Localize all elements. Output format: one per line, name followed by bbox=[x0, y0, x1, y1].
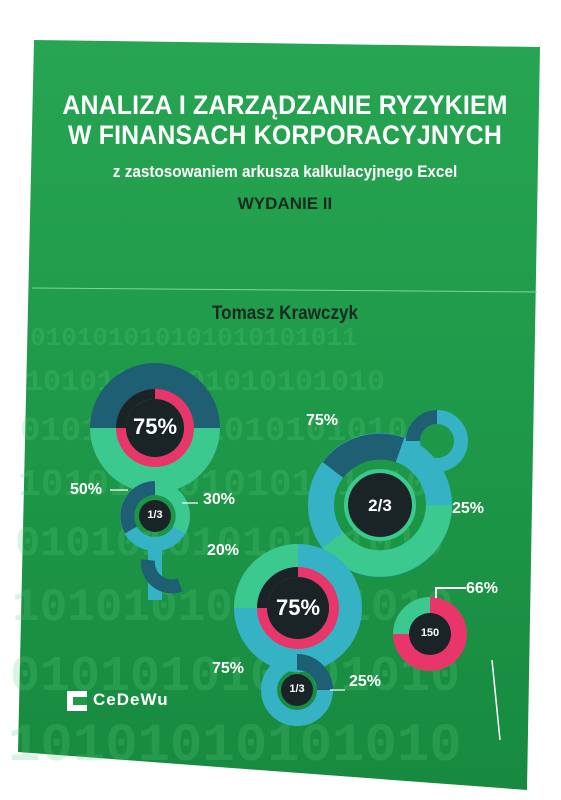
svg-text:010101010101010101011: 010101010101010101011 bbox=[30, 323, 358, 353]
publisher-name: CeDeWu bbox=[93, 690, 169, 709]
title-block: ANALIZA I ZARZĄDZANIE RYZYKIEM W FINANSA… bbox=[40, 90, 530, 214]
label-20-percent: 20% bbox=[207, 542, 240, 559]
publisher-logo: CeDeWu bbox=[65, 690, 169, 710]
donut-right bbox=[308, 410, 468, 577]
label-25-percent-right: 25% bbox=[452, 500, 485, 517]
svg-text:10101010101010: 10101010101010 bbox=[8, 716, 462, 777]
label-30-percent: 30% bbox=[203, 491, 236, 508]
book-title-line-1: ANALIZA I ZARZĄDZANIE RYZYKIEM bbox=[62, 90, 508, 120]
donut-small-bottom-center-label: 1/3 bbox=[289, 683, 305, 695]
svg-text:1010101010101010: 1010101010101010 bbox=[12, 582, 454, 634]
book-title-line-2: W FINANSACH KORPORACYJNYCH bbox=[68, 120, 502, 150]
donut-bottom-big bbox=[234, 544, 362, 672]
book-edition: WYDANIE II bbox=[237, 194, 333, 213]
donut-small-bottom bbox=[261, 654, 333, 726]
pie-center-label: 150 bbox=[420, 627, 440, 639]
publisher-logo-mark bbox=[67, 691, 87, 711]
label-75-percent-top: 75% bbox=[306, 412, 339, 429]
divider-line bbox=[31, 287, 538, 293]
pie-150 bbox=[393, 587, 501, 741]
cover-background bbox=[18, 40, 540, 790]
pointer-lines bbox=[110, 489, 345, 691]
donut-small-top bbox=[120, 481, 190, 600]
label-66-percent: 66% bbox=[466, 580, 499, 597]
donut-top-left bbox=[90, 363, 220, 493]
label-25-percent-bottom: 25% bbox=[349, 673, 382, 690]
donut-bottom-big-center-label: 75% bbox=[275, 595, 321, 620]
donut-small-top-center-label: 1/3 bbox=[147, 509, 163, 521]
book-subtitle: z zastosowaniem arkusza kalkulacyjnego E… bbox=[112, 162, 458, 181]
label-50-percent: 50% bbox=[70, 481, 103, 498]
donut-right-center-label: 2/3 bbox=[368, 496, 392, 515]
donut-top-left-center-label: 75% bbox=[132, 414, 178, 439]
book-author: Tomasz Krawczyk bbox=[211, 303, 359, 324]
label-75-percent-bottom: 75% bbox=[212, 660, 245, 677]
